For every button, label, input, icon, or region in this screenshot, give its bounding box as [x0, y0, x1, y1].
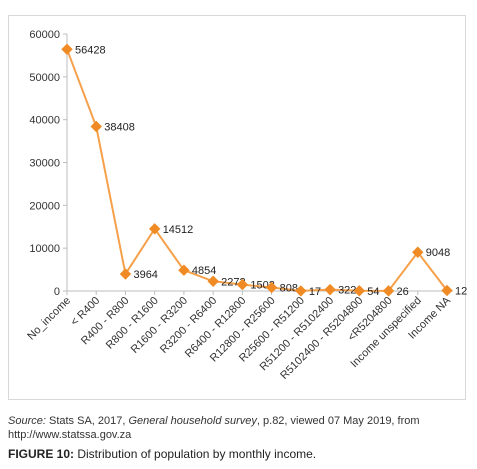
- data-label: 127: [455, 285, 467, 297]
- y-tick-label: 30000: [29, 158, 60, 170]
- y-tick-label: 20000: [29, 200, 60, 212]
- data-point: [324, 283, 336, 296]
- data-label: 26: [397, 286, 409, 298]
- data-point: [265, 281, 278, 294]
- data-point: [207, 275, 219, 287]
- data-label: 808: [280, 283, 298, 295]
- data-label: 56428: [75, 44, 106, 56]
- y-tick-label: 10000: [29, 243, 60, 255]
- data-point: [382, 285, 395, 297]
- data-label: 38408: [104, 121, 135, 133]
- data-point: [178, 264, 190, 276]
- data-point: [412, 246, 424, 258]
- series-line: [66, 48, 448, 292]
- y-tick-label: 40000: [29, 115, 60, 127]
- data-point: [295, 285, 307, 297]
- y-tick-label: 0: [54, 286, 60, 298]
- data-point: [148, 223, 161, 235]
- source-note: Source: Stats SA, 2017, General househol…: [8, 414, 470, 442]
- data-label: 17: [309, 286, 321, 298]
- figure-label: FIGURE 10:: [8, 447, 75, 461]
- y-tick-label: 60000: [29, 29, 60, 41]
- data-label: 14512: [163, 224, 194, 236]
- x-tick-label: No_income: [25, 295, 73, 343]
- data-label: 9048: [426, 247, 450, 259]
- source-label: Source:: [8, 415, 46, 427]
- data-point: [353, 285, 366, 297]
- data-label: 4854: [192, 265, 216, 277]
- data-point: [119, 268, 132, 280]
- source-prefix: Stats SA, 2017,: [45, 415, 129, 427]
- data-point: [90, 120, 102, 133]
- data-label: 3964: [133, 269, 157, 281]
- data-point: [236, 278, 249, 291]
- data-label: 54: [367, 286, 379, 298]
- data-point: [61, 43, 73, 56]
- chart-container: 0 10000 20000 30000 40000 50000 60000 No_income…: [8, 15, 467, 400]
- figure-caption: FIGURE 10: Distribution of population by…: [8, 447, 470, 461]
- data-point: [441, 284, 453, 297]
- y-tick-label: 50000: [29, 72, 60, 84]
- data-label: 322: [338, 285, 356, 297]
- figure-text: Distribution of population by monthly in…: [74, 447, 317, 461]
- source-title: General household survey: [128, 415, 257, 427]
- source-suffix: , p.82, viewed 07 May 2019, from http://…: [8, 415, 420, 441]
- line-chart: 0 10000 20000 30000 40000 50000 60000 No_income…: [25, 29, 467, 382]
